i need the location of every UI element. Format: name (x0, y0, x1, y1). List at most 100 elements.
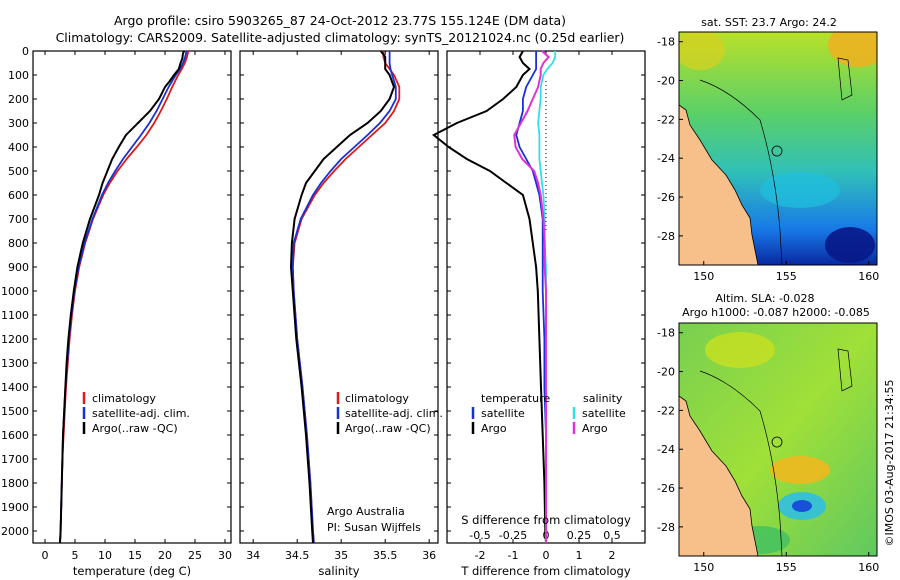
difference-xlabel: T difference from climatology (460, 564, 631, 578)
sst-warm-patch (679, 32, 725, 70)
difference-x2label: S difference from climatology (461, 513, 631, 527)
sst-map-frame (678, 31, 878, 266)
depth-tick-label: 1600 (1, 429, 29, 442)
difference-legend: temperature satellite Argo salinity sate… (471, 392, 626, 435)
map-x-tick-label: 160 (858, 270, 879, 283)
legend-label-sal-satellite: satellite (582, 407, 626, 420)
sla-high-patch (705, 332, 775, 368)
map-y-tick-label: -20 (657, 366, 675, 379)
argo-float-marker (771, 145, 783, 157)
depth-tick-label: 1000 (1, 285, 29, 298)
legend-label-temp-satellite: satellite (481, 407, 525, 420)
temperature-legend: climatology satellite-adj. clim. Argo(..… (82, 392, 190, 435)
temperature-chart: 0 5 10 15 20 25 30 (42, 50, 232, 562)
map-y-tick-label: -26 (657, 191, 675, 204)
series-temperature-argo (431, 50, 547, 544)
sst-warm-patch (828, 32, 877, 67)
x-tick-label: 20 (158, 549, 172, 562)
map-y-tick-label: -28 (657, 230, 675, 243)
depth-tick-label: 0 (22, 45, 29, 58)
x-tick-label: 5 (72, 549, 79, 562)
shelf-contour (699, 370, 783, 556)
x-tick-label: 2 (609, 549, 616, 562)
figure-title-line1: Argo profile: csiro 5903265_87 24-Oct-20… (114, 13, 566, 28)
depth-axis: 0 100 200 300 400 500 600 700 800 900 1000 1100 1200… (1, 45, 645, 538)
depth-tick-label: 200 (8, 93, 29, 106)
figure-title-line2: Climatology: CARS2009. Satellite-adjuste… (56, 30, 625, 45)
pi-annotation: PI: Susan Wijffels (327, 521, 421, 534)
depth-tick-label: 1100 (1, 309, 29, 322)
x-tick-label: 1 (576, 549, 583, 562)
legend-label-climatology: climatology (92, 392, 156, 405)
sla-high-patch (770, 456, 830, 484)
shelf-contour (699, 79, 783, 265)
legend-label-climatology: climatology (345, 392, 409, 405)
x-tick-label: 34 (246, 549, 260, 562)
depth-tick-label: 1400 (1, 381, 29, 394)
island-contour (837, 57, 853, 101)
map-y-tick-label: -28 (657, 521, 675, 534)
depth-tick-label: 300 (8, 117, 29, 130)
legend-label-argo: Argo(..raw -QC) (92, 422, 178, 435)
x-tick-label: 30 (218, 549, 232, 562)
temperature-panel-frame (32, 50, 232, 544)
map-x-tick-label: 155 (776, 561, 797, 574)
salinity-chart: 34 34.5 35 35.5 36 (246, 50, 436, 562)
difference-chart: -2 -1 0 1 2-0.5 -0.25 0 0.25 0.5 (431, 50, 621, 562)
x-tick-label: 15 (128, 549, 142, 562)
coastline-land (679, 395, 759, 556)
x-tick-label: 25 (188, 549, 202, 562)
sla-map-title-line1: Altim. SLA: -0.028 (715, 292, 814, 305)
salinity-xlabel: salinity (318, 564, 359, 578)
depth-tick-label: 900 (8, 261, 29, 274)
map-x-tick-label: 150 (693, 270, 714, 283)
legend-label-satellite: satellite-adj. clim. (345, 407, 443, 420)
map-x-tick-label: 155 (776, 270, 797, 283)
argo-float-marker (771, 436, 783, 448)
map-y-tick-label: -20 (657, 75, 675, 88)
map-y-tick-label: -24 (657, 443, 675, 456)
series-argo (289, 50, 396, 544)
x-tick-label: 0 (42, 549, 49, 562)
depth-tick-label: 500 (8, 165, 29, 178)
series-salinity-argo (513, 50, 550, 543)
x-tick-label: 10 (98, 549, 112, 562)
argo-australia-annotation: Argo Australia (327, 505, 405, 518)
depth-tick-label: 700 (8, 213, 29, 226)
legend-title-temperature: temperature (481, 392, 550, 405)
series-satellite (59, 50, 188, 544)
depth-tick-label: 600 (8, 189, 29, 202)
x-tick-label: -2 (475, 549, 486, 562)
depth-tick-label: 1700 (1, 453, 29, 466)
legend-label-satellite: satellite-adj. clim. (92, 407, 190, 420)
sst-map-title: sat. SST: 23.7 Argo: 24.2 (701, 16, 837, 29)
map-y-tick-label: -18 (657, 327, 675, 340)
depth-tick-label: 800 (8, 237, 29, 250)
x-tick-label: 36 (422, 549, 436, 562)
salinity-panel-frame (239, 50, 439, 544)
depth-tick-label: 1300 (1, 357, 29, 370)
sst-map-axes: 150 155 160 -18 -20 -22 -24 -26 -28 (657, 36, 879, 283)
map-x-tick-label: 150 (693, 561, 714, 574)
legend-title-salinity: salinity (583, 392, 623, 405)
map-y-tick-label: -26 (657, 482, 675, 495)
map-y-tick-label: -22 (657, 113, 675, 126)
x2-tick-label: 0.5 (603, 529, 621, 542)
depth-tick-label: 1200 (1, 333, 29, 346)
x2-tick-label: -0.25 (499, 529, 527, 542)
depth-tick-label: 2000 (1, 525, 29, 538)
imos-timestamp: ©IMOS 03-Aug-2017 21:34:55 (883, 380, 896, 547)
depth-tick-label: 400 (8, 141, 29, 154)
map-x-tick-label: 160 (858, 561, 879, 574)
x-tick-label: -1 (508, 549, 519, 562)
sla-map-axes: 150 155 160 -18 -20 -22 -24 -26 -28 (657, 327, 879, 574)
sst-cool-patch (760, 172, 840, 208)
legend-label-argo: Argo(..raw -QC) (345, 422, 431, 435)
depth-tick-label: 1500 (1, 405, 29, 418)
sst-map (679, 32, 877, 265)
coastline-land (679, 104, 759, 265)
x-tick-label: 35 (334, 549, 348, 562)
legend-label-sal-argo: Argo (582, 422, 608, 435)
depth-tick-label: 1800 (1, 477, 29, 490)
